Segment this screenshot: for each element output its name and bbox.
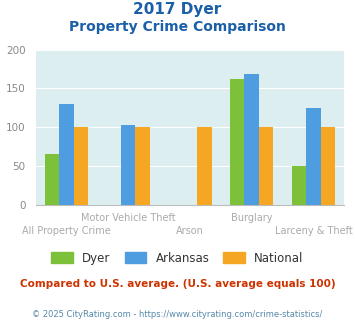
Bar bbox=[45, 154, 59, 205]
Bar bbox=[197, 127, 212, 205]
Text: Motor Vehicle Theft: Motor Vehicle Theft bbox=[81, 213, 175, 223]
Bar bbox=[135, 127, 150, 205]
Bar bbox=[230, 79, 245, 205]
Text: 2017 Dyer: 2017 Dyer bbox=[133, 2, 222, 16]
Legend: Dyer, Arkansas, National: Dyer, Arkansas, National bbox=[47, 247, 308, 269]
Text: Arson: Arson bbox=[176, 226, 204, 236]
Bar bbox=[259, 127, 273, 205]
Bar bbox=[73, 127, 88, 205]
Text: © 2025 CityRating.com - https://www.cityrating.com/crime-statistics/: © 2025 CityRating.com - https://www.city… bbox=[32, 310, 323, 319]
Text: Compared to U.S. average. (U.S. average equals 100): Compared to U.S. average. (U.S. average … bbox=[20, 279, 335, 289]
Bar bbox=[121, 125, 135, 205]
Text: Burglary: Burglary bbox=[231, 213, 272, 223]
Bar bbox=[321, 127, 335, 205]
Bar bbox=[59, 104, 73, 205]
Bar bbox=[245, 74, 259, 205]
Text: Property Crime Comparison: Property Crime Comparison bbox=[69, 20, 286, 34]
Bar bbox=[292, 166, 306, 205]
Bar bbox=[306, 109, 321, 205]
Text: Larceny & Theft: Larceny & Theft bbox=[274, 226, 353, 236]
Text: All Property Crime: All Property Crime bbox=[22, 226, 111, 236]
